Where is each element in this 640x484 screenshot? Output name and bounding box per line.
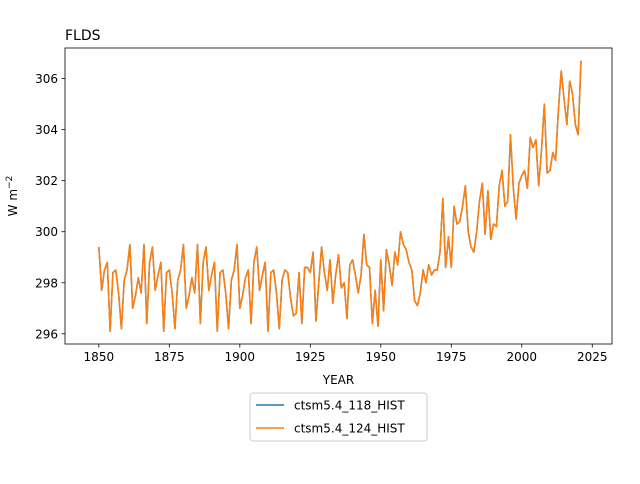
x-tick-label: 1850 [84,350,115,364]
x-tick-label: 2000 [506,350,537,364]
x-tick-label: 2025 [577,350,608,364]
y-tick-label: 296 [35,327,58,341]
y-tick-label: 304 [35,123,58,137]
x-tick-label: 1900 [225,350,256,364]
y-axis: 296 298 300 302 304 306 [35,72,65,341]
y-axis-label: W m−2 [5,176,20,217]
legend: ctsm5.4_118_HIST ctsm5.4_124_HIST [249,392,428,442]
series-layer [98,60,582,332]
legend-label-series-1: ctsm5.4_118_HIST [294,399,405,413]
chart-title: FLDS [65,28,101,44]
x-tick-label: 1950 [366,350,397,364]
x-tick-label: 1875 [154,350,185,364]
series-line-2 [98,60,582,332]
y-tick-label: 302 [35,174,58,188]
plot-area-frame [64,47,613,345]
y-axis-label-exponent: −2 [5,176,15,189]
legend-frame [249,392,428,442]
x-axis: 1850 1875 1900 1925 1950 1975 2000 2025 [84,344,608,364]
y-tick-label: 306 [35,72,58,86]
y-axis-label-main: W m [6,189,20,216]
y-tick-label: 300 [35,225,58,239]
x-tick-label: 1925 [295,350,326,364]
x-axis-label: YEAR [322,373,354,387]
y-tick-label: 298 [35,276,58,290]
x-tick-label: 1975 [436,350,467,364]
legend-label-series-2: ctsm5.4_124_HIST [294,422,405,436]
